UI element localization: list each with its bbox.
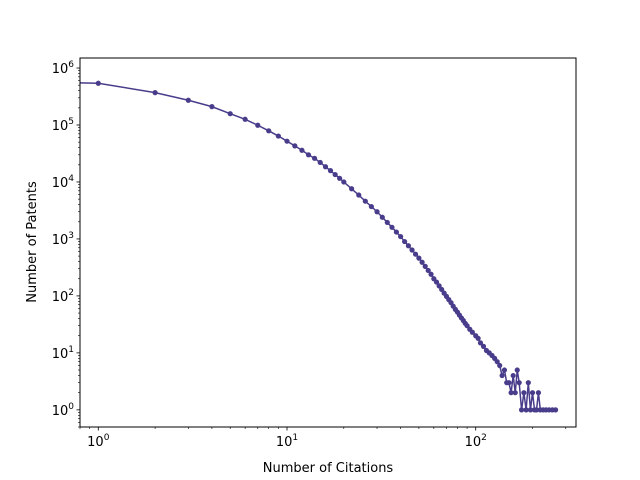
data-point — [428, 272, 433, 277]
data-point — [398, 234, 403, 239]
y-tick-label: 104 — [52, 174, 75, 191]
data-point — [318, 160, 323, 165]
data-point — [519, 407, 524, 412]
data-point — [420, 260, 425, 265]
y-axis-ticks: 100 101 102 103 104 105 106 — [52, 60, 80, 427]
data-point — [209, 104, 214, 109]
y-tick-label: 101 — [52, 345, 74, 362]
data-point — [517, 380, 522, 385]
data-point — [500, 373, 505, 378]
x-axis-ticks: 100 101 102 — [80, 427, 566, 450]
data-point — [312, 156, 317, 161]
data-point — [502, 367, 507, 372]
data-point — [536, 390, 541, 395]
x-axis-label: Number of Citations — [263, 461, 394, 476]
data-point — [406, 243, 411, 248]
data-point — [152, 90, 157, 95]
data-point — [409, 247, 414, 252]
data-point — [380, 215, 385, 220]
x-tick-label: 100 — [87, 433, 110, 450]
y-tick-label: 105 — [52, 117, 74, 134]
x-tick-label: 101 — [276, 433, 298, 450]
data-point — [333, 172, 338, 177]
data-point — [363, 199, 368, 204]
data-point — [328, 168, 333, 173]
data-point — [243, 117, 248, 122]
data-point — [96, 81, 101, 86]
data-point — [349, 186, 354, 191]
data-point — [521, 390, 526, 395]
data-point — [356, 192, 361, 197]
data-point — [389, 225, 394, 230]
data-point — [497, 363, 502, 368]
data-point — [413, 252, 418, 257]
y-tick-label: 106 — [52, 60, 75, 77]
data-point — [186, 98, 191, 103]
y-axis-label: Number of Patents — [25, 181, 40, 303]
data-point — [228, 111, 233, 116]
data-point — [369, 204, 374, 209]
data-point — [402, 239, 407, 244]
data-point — [323, 164, 328, 169]
data-point — [506, 380, 511, 385]
y-tick-label: 100 — [52, 402, 75, 419]
y-tick-label: 103 — [52, 231, 74, 248]
data-point — [530, 390, 535, 395]
data-point — [511, 373, 516, 378]
data-point — [553, 407, 558, 412]
data-point — [299, 148, 304, 153]
data-point — [385, 220, 390, 225]
data-point — [374, 209, 379, 214]
data-point — [255, 123, 260, 128]
data-point — [266, 128, 271, 133]
data-point — [526, 380, 531, 385]
data-point — [513, 390, 518, 395]
data-point — [276, 133, 281, 138]
data-point — [337, 176, 342, 181]
data-point — [284, 139, 289, 144]
x-tick-label: 102 — [465, 433, 487, 450]
data-point — [416, 256, 421, 261]
y-tick-label: 102 — [52, 288, 74, 305]
data-point — [394, 229, 399, 234]
data-point — [292, 143, 297, 148]
data-point — [476, 336, 481, 341]
data-point — [306, 152, 311, 157]
data-point — [341, 179, 346, 184]
data-point — [515, 367, 520, 372]
